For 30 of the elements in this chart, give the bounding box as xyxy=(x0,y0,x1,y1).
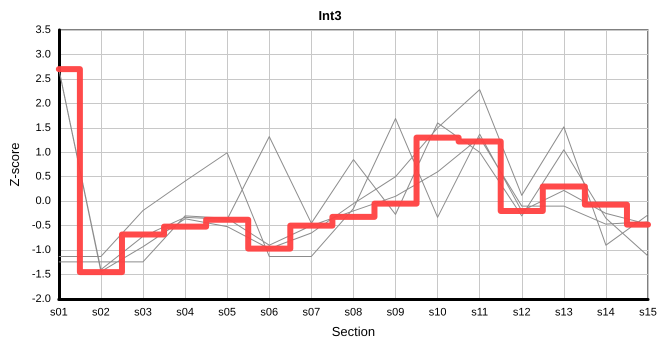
x-tick-label: s01 xyxy=(50,306,68,318)
y-tick-label: 3.0 xyxy=(36,48,51,60)
y-tick-label: -2.0 xyxy=(32,293,51,305)
x-tick-label: s09 xyxy=(386,306,404,318)
x-tick-label: s02 xyxy=(92,306,110,318)
y-tick-label: -0.5 xyxy=(32,220,51,232)
x-tick-label: s10 xyxy=(428,306,446,318)
y-tick-label: 0.5 xyxy=(36,170,51,183)
y-axis-title: Z-score xyxy=(7,142,22,187)
y-tick-label: -1.5 xyxy=(32,268,51,281)
x-tick-label: s13 xyxy=(554,306,573,318)
chart-title: Int3 xyxy=(318,8,342,23)
x-axis-title: Section xyxy=(332,324,376,339)
x-tick-label: s08 xyxy=(344,306,362,318)
x-tick-label: s04 xyxy=(176,306,194,318)
x-tick-label: s03 xyxy=(134,306,152,318)
x-tick-label: s14 xyxy=(597,306,615,318)
y-tick-label: -1.0 xyxy=(32,244,51,256)
y-tick-label: 1.0 xyxy=(36,146,51,158)
y-tick-label: 3.5 xyxy=(36,24,51,36)
x-tick-label: s07 xyxy=(302,306,320,318)
y-tick-label: 2.5 xyxy=(36,72,51,85)
y-tick-label: 0.0 xyxy=(36,195,51,208)
x-tick-label: s05 xyxy=(218,306,236,318)
x-tick-label: s12 xyxy=(512,306,531,318)
y-tick-label: 1.5 xyxy=(36,122,51,134)
x-tick-label: s06 xyxy=(260,306,278,318)
x-tick-label: s11 xyxy=(471,306,488,318)
y-tick-label: 2.0 xyxy=(36,97,51,110)
x-tick-label: s15 xyxy=(639,306,657,318)
